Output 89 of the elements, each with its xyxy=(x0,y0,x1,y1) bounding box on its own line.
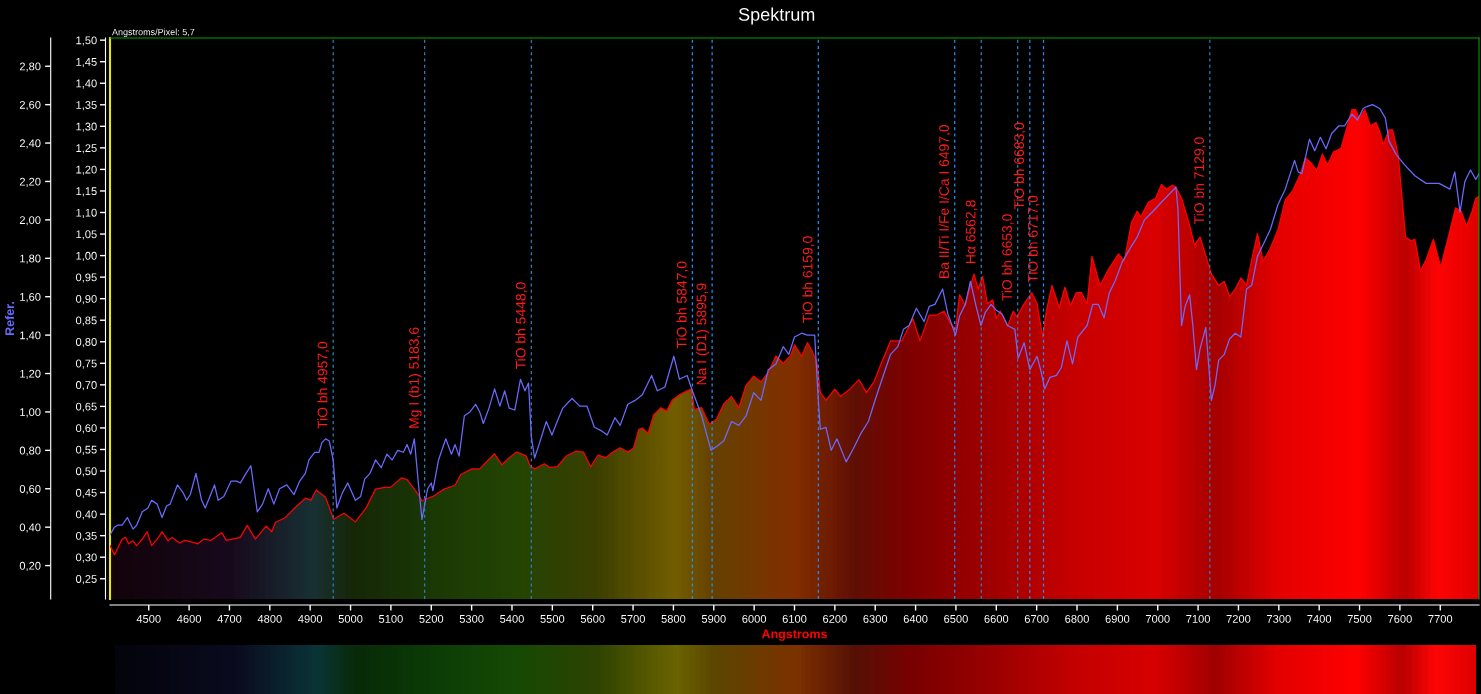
x-tick-label: 5400 xyxy=(500,614,524,623)
y-tick-label: 1,25 xyxy=(76,144,97,154)
y-tick-label: 0,40 xyxy=(75,510,97,520)
y2-tick-label: 2,40 xyxy=(19,139,41,149)
ref-line-label: Ba II/Ti I/Fe I/Ca I 6497,0 xyxy=(938,124,951,278)
ref-line-label: Hα 6562,8 xyxy=(965,200,978,263)
y2-tick-label: 2,60 xyxy=(19,100,41,111)
y-tick-label: 0,55 xyxy=(75,445,97,455)
ref-line-label: TiO bh 4957,0 xyxy=(317,341,330,429)
ref-line-label: TiO bh 7129,0 xyxy=(1193,137,1206,224)
y-tick-label: 0,30 xyxy=(75,553,97,563)
y-tick-label: 0,50 xyxy=(75,467,97,477)
x-tick-label: 7000 xyxy=(1145,614,1170,623)
y2-tick-label: 1,60 xyxy=(20,292,41,303)
text: Angstroms/Pixel: 5,7 xyxy=(112,28,195,37)
x-tick-label: 6700 xyxy=(1024,614,1049,623)
x-tick-label: 5800 xyxy=(661,614,686,623)
x-tick-label: 5700 xyxy=(621,614,645,623)
x-tick-label: 5500 xyxy=(540,614,565,623)
x-tick-label: 4800 xyxy=(257,614,282,623)
ref-line-label: TiO bh 6653,0 xyxy=(1001,214,1014,301)
x-tick-label: 7300 xyxy=(1267,614,1291,623)
y-tick-label: 1,00 xyxy=(76,251,97,262)
y-tick-label: 1,40 xyxy=(76,79,97,89)
y-tick-label: 0,35 xyxy=(75,531,97,542)
y-tick-label: 0,70 xyxy=(75,381,97,391)
x-tick-label: 5000 xyxy=(338,614,363,623)
x-tick-label: 5600 xyxy=(580,614,605,623)
y2-tick-label: 1,20 xyxy=(20,369,41,379)
x-tick-label: 7600 xyxy=(1388,614,1412,623)
x-tick-label: 5900 xyxy=(701,614,726,623)
y-tick-label: 1,10 xyxy=(76,208,97,218)
y2-tick-label: 1,40 xyxy=(20,331,41,341)
x-tick-label: 6600 xyxy=(984,614,1009,623)
x-tick-label: 5300 xyxy=(459,614,484,623)
chart-title: Spektrum xyxy=(738,7,815,25)
x-tick-label: 6500 xyxy=(944,614,968,623)
x-axis-title: Angstroms xyxy=(761,629,827,641)
x-tick-label: 7400 xyxy=(1307,614,1332,623)
y-tick-label: 0,75 xyxy=(75,359,97,369)
y2-tick-label: 2,80 xyxy=(19,62,41,72)
y-tick-label: 0,85 xyxy=(75,316,97,326)
ref-line-label: Mg I (b1) 5183,6 xyxy=(408,327,422,428)
x-tick-label: 7100 xyxy=(1186,614,1211,623)
y2-axis-title: Refer. xyxy=(4,301,15,336)
y-tick-label: 0,95 xyxy=(75,273,97,283)
y-tick-label: 0,60 xyxy=(75,424,97,434)
y-tick-label: 1,20 xyxy=(76,165,97,175)
y-tick-label: 0,90 xyxy=(75,294,97,305)
y2-tick-label: 0,20 xyxy=(19,561,41,572)
ref-line-label: TiO bh 5847,0 xyxy=(676,261,689,349)
y-tick-label: 1,50 xyxy=(76,36,97,46)
x-tick-label: 6300 xyxy=(863,614,888,623)
ref-line-label: TiO bh 6159,0 xyxy=(802,236,815,323)
x-tick-label: 7700 xyxy=(1428,614,1453,623)
y2-tick-label: 0,60 xyxy=(19,485,41,495)
x-tick-label: 4700 xyxy=(217,614,242,623)
y2-tick-label: 0,40 xyxy=(19,523,41,533)
y-tick-label: 1,30 xyxy=(76,122,97,132)
x-tick-label: 6100 xyxy=(782,614,807,623)
ref-line-label: TiO bh 6717,0 xyxy=(1027,195,1040,283)
x-tick-label: 6800 xyxy=(1065,614,1089,623)
x-tick-label: 4900 xyxy=(298,614,323,623)
y-tick-label: 0,25 xyxy=(75,575,97,585)
x-tick-label: 7200 xyxy=(1226,614,1251,623)
ref-line-label: TiO bh 6683,0 xyxy=(1013,122,1026,210)
x-tick-label: 4500 xyxy=(136,614,161,623)
x-tick-label: 5200 xyxy=(419,614,444,623)
x-tick-label: 6200 xyxy=(823,614,847,623)
y2-tick-label: 1,80 xyxy=(20,254,41,264)
y2-tick-label: 2,00 xyxy=(19,216,41,226)
x-tick-label: 5100 xyxy=(378,614,403,623)
y-tick-label: 1,45 xyxy=(76,58,97,68)
x-tick-label: 6400 xyxy=(903,614,928,623)
y-tick-label: 1,35 xyxy=(76,101,97,111)
x-tick-label: 4600 xyxy=(177,614,202,623)
y-tick-label: 1,05 xyxy=(76,230,97,240)
y-tick-label: 1,15 xyxy=(76,187,97,197)
y2-tick-label: 1,00 xyxy=(20,408,41,418)
y-tick-label: 0,65 xyxy=(75,402,97,412)
ref-line-label: TiO bh 5448,0 xyxy=(515,282,528,369)
x-tick-label: 7500 xyxy=(1347,614,1372,623)
x-tick-label: 6000 xyxy=(742,614,767,623)
ref-line-label: Na I (D1) 5895,9 xyxy=(696,283,710,385)
x-tick-label: 6900 xyxy=(1105,614,1130,623)
y2-tick-label: 0,80 xyxy=(19,446,41,456)
y-tick-label: 0,80 xyxy=(75,338,97,348)
y-tick-label: 0,45 xyxy=(75,488,97,499)
y2-tick-label: 2,20 xyxy=(19,177,41,187)
